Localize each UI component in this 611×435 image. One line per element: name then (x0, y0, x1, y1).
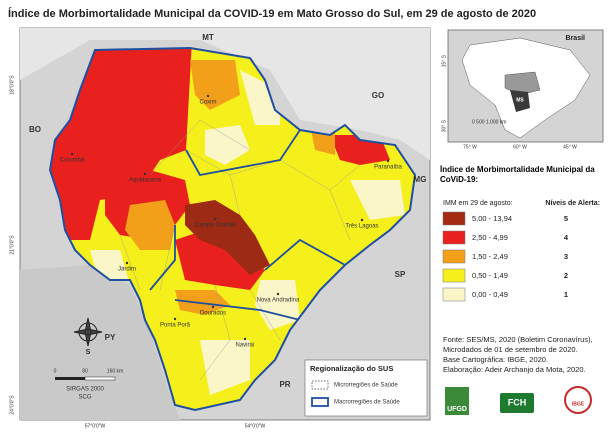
inset-lat: 30° S (441, 119, 447, 132)
legend-swatch (442, 230, 466, 245)
legend-range: 2,50 - 4,99 (472, 233, 508, 242)
region (190, 60, 240, 110)
state-border (48, 46, 417, 412)
legend-subtitle: IMM em 29 de agosto: (443, 200, 513, 207)
logo-fch-mark (500, 393, 534, 413)
inset-lon: 60° W (513, 144, 527, 150)
legend-swatch (442, 287, 466, 302)
datum: SIRGAS 2000 (66, 387, 104, 393)
place-label: Nova Andradina (257, 298, 300, 304)
region (350, 180, 405, 220)
inset-mt (504, 71, 541, 96)
legend-range: 5,00 - 13,94 (472, 214, 512, 223)
longitude-label: 54°0'0"W (245, 423, 266, 429)
place-label: Jardim (118, 267, 136, 273)
region (240, 70, 280, 125)
place-label: Coxim (199, 100, 216, 106)
place-dot (143, 172, 147, 176)
legend-range: 0,50 - 1,49 (472, 271, 508, 280)
sus-title: Regionalização do SUS (310, 364, 393, 373)
north-label: S (86, 349, 91, 356)
inset-state: MS (516, 97, 524, 103)
place-label: Ponta Porã (160, 323, 191, 329)
neighbor-label: MT (202, 33, 214, 42)
macro-swatch (311, 397, 329, 407)
sus-macro: Macrorregiões de Saúde (334, 400, 400, 406)
region (175, 230, 265, 290)
place-dot (173, 317, 177, 321)
neighbor-land (20, 28, 430, 160)
place-label: Aquidauana (129, 178, 162, 184)
neighbor-label: GO (372, 91, 384, 100)
legend-level: 5 (564, 214, 568, 223)
source-line: Fonte: SES/MS, 2020 (Boletim Coronavírus… (443, 335, 593, 344)
legend-swatch (442, 268, 466, 283)
inset-lon: 75° W (463, 144, 477, 150)
place-dot (125, 261, 129, 265)
neighbor-label: PY (105, 333, 116, 342)
place-dot (276, 292, 280, 296)
inset-lon: 45° W (563, 144, 577, 150)
region (125, 200, 175, 250)
scale-mark: 160 km (107, 368, 123, 374)
place-label: Dourados (200, 311, 226, 317)
inset-country: Brasil (566, 35, 586, 42)
legend-title-box: Índice de Morbimortalidade Municipal da … (440, 165, 595, 184)
legend-levels-title: Níveis de Alerta: (545, 200, 600, 207)
place-dot (211, 305, 215, 309)
latitude-label: 18°0'0"S (9, 75, 15, 95)
logo: IBGE (572, 401, 585, 407)
place-label: Naviraí (235, 343, 254, 349)
legend-swatch (442, 211, 466, 226)
neighbor-label: PR (279, 380, 290, 389)
legend-range: 0,00 - 0,49 (472, 290, 508, 299)
scale-mark: 0 (54, 368, 57, 374)
legend-level: 1 (564, 290, 568, 299)
legend-level: 2 (564, 271, 568, 280)
place-dot (70, 152, 74, 156)
legend-range: 1,50 - 2,49 (472, 252, 508, 261)
system: SCG (78, 395, 91, 401)
legend-swatch (442, 249, 466, 264)
source-line: Microdados de 01 de setembro de 2020. (443, 345, 578, 354)
place-dot (386, 159, 390, 163)
neighbor-label: SP (395, 270, 406, 279)
latitude-label: 21°0'0"S (9, 235, 15, 255)
place-label: Paranaíba (374, 165, 402, 171)
place-label: Três Lagoas (345, 224, 378, 230)
place-dot (213, 217, 217, 221)
logo-ibge-mark (564, 386, 592, 414)
region (185, 200, 270, 275)
north-arrow (73, 317, 103, 347)
logo: UFGD (447, 406, 467, 413)
source-line: Base Cartográfica: IBGE, 2020. (443, 355, 548, 364)
legend-level: 4 (564, 233, 569, 242)
latitude-label: 24°0'0"S (9, 395, 15, 415)
place-label: Campo Grande (194, 223, 236, 229)
place-dot (206, 94, 210, 98)
place-dot (360, 218, 364, 222)
inset-ms (510, 90, 530, 112)
place-label: Corumbá (60, 158, 85, 164)
title: Índice de Morbimortalidade Municipal da … (8, 7, 536, 20)
place-dot (243, 337, 247, 341)
logo-ufgd-mark (445, 387, 469, 415)
sus-box (304, 359, 428, 417)
scale-mark: 80 (82, 368, 88, 374)
neighbor-label: BO (29, 125, 41, 134)
source-line: Elaboração: Adeir Archanjo da Mota, 2020… (443, 365, 586, 374)
scale-bar (55, 376, 116, 381)
longitude-label: 57°0'0"W (85, 423, 106, 429)
legend-level: 3 (564, 252, 568, 261)
inset-scale: 0 500 1.000 km (472, 119, 506, 125)
logo: FCH (508, 397, 527, 407)
region (200, 340, 250, 395)
legend-title: Índice de Morbimortalidade Municipal da … (440, 165, 595, 184)
neighbor-label: MG (414, 175, 427, 184)
neighbor-py (20, 265, 180, 420)
sus-micro: Microrregiões de Saúde (334, 383, 398, 389)
inset-lat: 15° S (441, 54, 447, 67)
region (205, 125, 250, 165)
